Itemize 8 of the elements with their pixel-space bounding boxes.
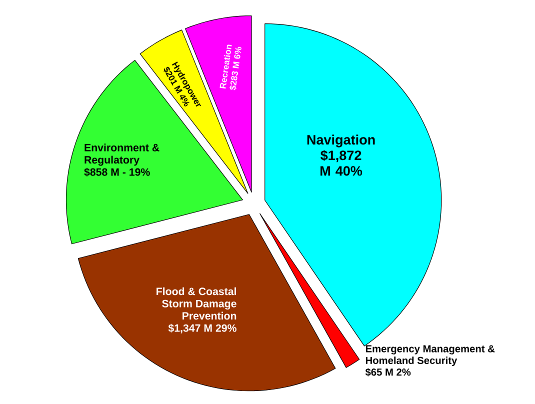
- slice-label: Navigation: [307, 134, 375, 148]
- slice-label: Environment & Regulatory: [84, 143, 160, 166]
- data-label: $1,872 M 40%: [320, 150, 362, 176]
- slice-label: Flood & Coastal Storm Damage Prevention: [156, 287, 236, 320]
- data-label: $858 M - 19%: [84, 168, 150, 176]
- data-label: $65 M 2%: [365, 368, 411, 376]
- slice-label: Emergency Management & Homeland Security: [366, 345, 495, 366]
- data-label: $1,347 M 29%: [168, 324, 236, 334]
